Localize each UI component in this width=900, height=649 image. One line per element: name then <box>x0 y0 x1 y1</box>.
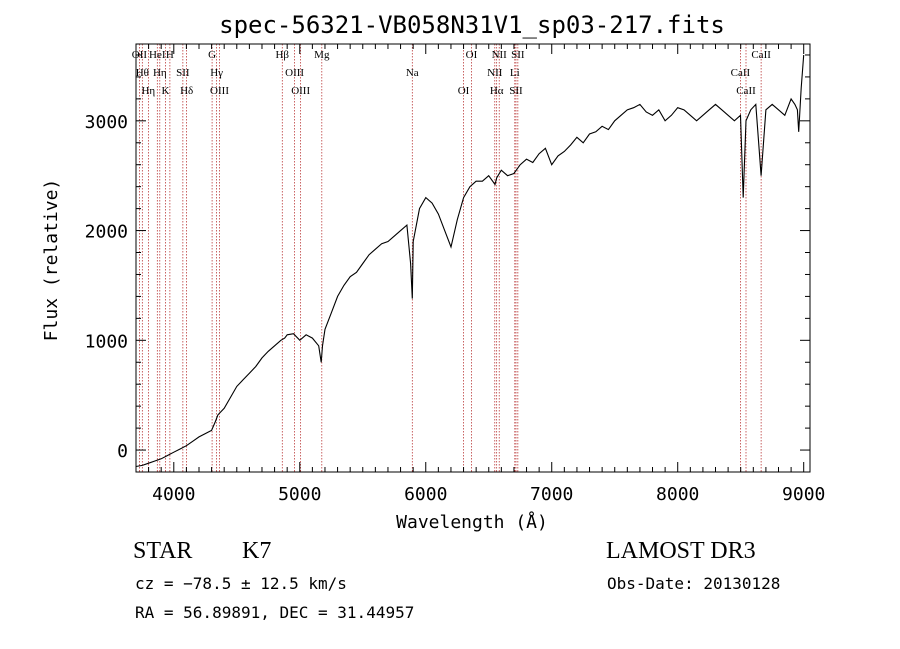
line-label: Hη <box>141 85 155 97</box>
emission-line-labels: OIIHθHηHeIHηKHSIIHδGHγOIIIHβOIIIOIIIMgNa… <box>132 49 771 97</box>
line-label: HeI <box>149 49 166 61</box>
line-label: Hθ <box>136 67 149 79</box>
line-label: Hβ <box>275 49 289 61</box>
object-class-label: STAR <box>133 538 193 564</box>
line-label: NII <box>492 49 508 61</box>
y-tick-label: 3000 <box>85 112 128 133</box>
x-tick-label: 4000 <box>152 484 195 505</box>
line-label: CaII <box>751 49 771 61</box>
line-label: Li <box>510 67 520 79</box>
x-tick-label: 6000 <box>404 484 447 505</box>
line-label: SII <box>176 67 190 79</box>
line-label: Hδ <box>180 85 193 97</box>
line-label: G <box>208 49 216 61</box>
x-tick-label: 7000 <box>530 484 573 505</box>
y-tick-label: 1000 <box>85 331 128 352</box>
line-label: OI <box>458 85 470 97</box>
obs-date-text: Obs-Date: 20130128 <box>607 574 781 593</box>
line-label: Hα <box>490 85 504 97</box>
line-label: OIII <box>285 67 304 79</box>
y-tick-label: 0 <box>117 441 128 462</box>
line-label: K <box>162 85 170 97</box>
line-label: OIII <box>291 85 310 97</box>
line-label: OI <box>466 49 478 61</box>
line-label: SII <box>511 49 525 61</box>
line-label: Hγ <box>210 67 223 79</box>
line-label: SII <box>509 85 523 97</box>
x-tick-label: 5000 <box>278 484 321 505</box>
line-label: Mg <box>314 49 330 61</box>
line-label: H <box>166 49 174 61</box>
object-subclass-label: K7 <box>242 538 272 564</box>
line-label: Hη <box>153 67 167 79</box>
redshift-text: cz = −78.5 ± 12.5 km/s <box>135 574 347 593</box>
line-label: NII <box>487 67 503 79</box>
line-label: OIII <box>210 85 229 97</box>
line-label: Na <box>406 67 419 79</box>
x-tick-label: 9000 <box>782 484 825 505</box>
coordinates-text: RA = 56.89891, DEC = 31.44957 <box>135 603 415 622</box>
y-axis-ticks: 0 1000 2000 3000 <box>85 54 810 473</box>
emission-line-markers <box>139 44 762 472</box>
spectrum-line <box>135 54 805 468</box>
line-label: CaII <box>731 67 751 79</box>
y-axis-label: Flux (relative) <box>41 179 62 342</box>
line-label: CaII <box>736 85 756 97</box>
x-tick-label: 8000 <box>656 484 699 505</box>
plot-frame <box>135 43 811 473</box>
chart-title: spec-56321-VB058N31V1_sp03-217.fits <box>219 11 725 39</box>
x-axis-label: Wavelength (Å) <box>396 511 548 533</box>
x-axis-ticks: 4000 5000 6000 7000 8000 9000 <box>135 44 825 505</box>
survey-label: LAMOST DR3 <box>606 538 756 564</box>
y-tick-label: 2000 <box>85 222 128 243</box>
